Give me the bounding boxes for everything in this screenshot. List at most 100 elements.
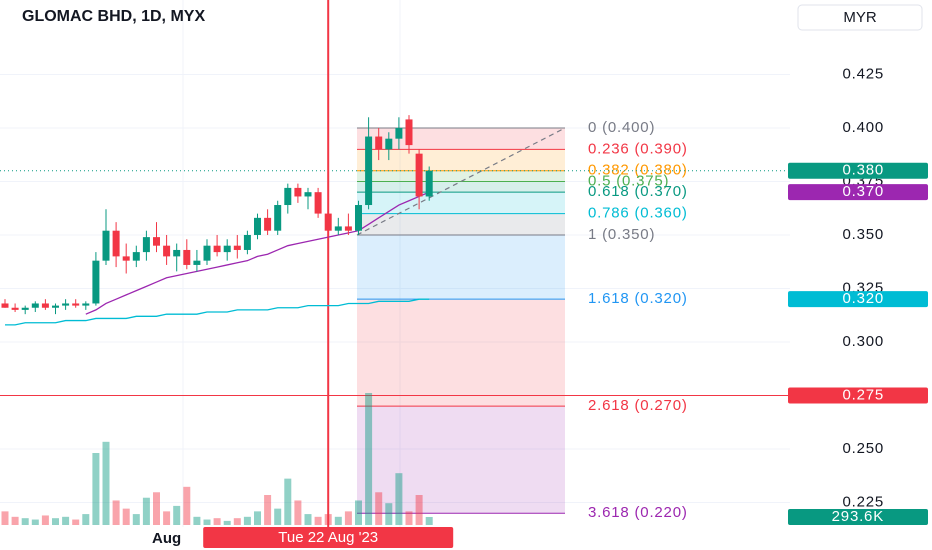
candle-body <box>365 136 373 206</box>
candle-body <box>324 213 332 231</box>
chart-title: GLOMAC BHD, 1D, MYX <box>22 8 205 25</box>
y-tick-label: 0.300 <box>842 333 884 350</box>
fib-label: 0 (0.400) <box>588 119 655 136</box>
price-tag <box>788 291 928 308</box>
price-axis <box>790 0 932 550</box>
moving-average <box>5 298 430 326</box>
volume-bar <box>142 497 150 525</box>
candle-body <box>385 138 393 150</box>
volume-bar <box>334 516 342 525</box>
candle-body <box>82 303 90 306</box>
candle-body <box>314 192 322 214</box>
volume-bar <box>284 478 292 525</box>
candle-body <box>243 234 251 250</box>
y-tick-label: 0.225 <box>842 493 884 510</box>
volume-bar <box>153 492 160 525</box>
volume-bar <box>122 508 130 525</box>
candle-body <box>92 260 100 304</box>
price-tag <box>788 184 928 201</box>
fib-band <box>357 213 565 235</box>
fib-label: 0.5 (0.375) <box>588 172 669 189</box>
volume-bar <box>304 514 312 525</box>
candle-body <box>344 226 352 231</box>
volume-bar <box>223 520 231 525</box>
volume-bar <box>1 511 9 525</box>
price-tag-label: 0.370 <box>842 183 884 200</box>
crosshair-tag <box>203 527 454 548</box>
volume-bar <box>355 500 362 525</box>
fib-label: 3.618 (0.220) <box>588 504 688 521</box>
volume-bar <box>41 515 49 525</box>
price-tag <box>788 387 928 404</box>
volume-bar <box>62 516 70 525</box>
volume-bar <box>163 511 171 525</box>
currency-button[interactable] <box>797 4 923 31</box>
volume-bar <box>11 516 19 525</box>
fib-band <box>357 192 565 214</box>
candle-body <box>11 307 19 310</box>
fib-band <box>357 149 565 171</box>
y-tick-label: 0.350 <box>842 226 884 243</box>
candle-body <box>425 170 433 197</box>
candle-body <box>405 119 413 146</box>
candle-body <box>21 307 29 310</box>
candle-body <box>132 252 140 261</box>
candle-body <box>274 205 282 231</box>
fib-label: 0.382 (0.380) <box>588 162 688 179</box>
candle-body <box>153 237 160 246</box>
candle-body <box>395 127 403 139</box>
volume-bar <box>375 492 383 525</box>
candle-body <box>294 187 302 197</box>
plot-area: 0 (0.400) 0.236 (0.390) 0.382 (0.380)0.5 (… <box>0 0 790 550</box>
volume-bar <box>52 518 59 525</box>
volume-bar <box>233 518 241 525</box>
candle-body <box>193 260 201 265</box>
price-tag-label: 0.320 <box>842 290 884 307</box>
volume-bar <box>132 514 140 525</box>
candle-body <box>41 303 49 308</box>
candle-body <box>1 303 9 308</box>
candle-body <box>72 303 80 306</box>
candle-body <box>142 237 150 253</box>
fib-band <box>357 234 565 300</box>
volume-bar <box>365 393 373 525</box>
candle-body <box>122 256 130 261</box>
volume-bar <box>102 441 110 525</box>
y-tick-label: 0.250 <box>842 440 884 457</box>
fib-label: 0.236 (0.390) <box>588 140 688 157</box>
x-tick-label: Aug <box>152 530 181 547</box>
volume-bar <box>254 511 261 525</box>
price-tag <box>788 162 928 179</box>
y-tick-label: 0.400 <box>842 119 884 136</box>
volume-bar <box>21 518 29 525</box>
candle-body <box>264 217 272 231</box>
volume-bar <box>264 495 272 525</box>
volume-bar <box>203 519 211 525</box>
fib-band <box>357 170 565 182</box>
price-tag-label: 0.380 <box>842 162 884 179</box>
volume-bar <box>274 508 282 525</box>
candle-body <box>62 303 70 306</box>
volume-bar <box>395 473 403 525</box>
fib-label: 0.786 (0.360) <box>588 205 688 222</box>
candle-body <box>102 230 110 261</box>
volume-tag-label: 293.6K <box>832 508 884 525</box>
candle-body <box>375 136 383 150</box>
volume-bar <box>82 514 90 525</box>
fib-label: 1.618 (0.320) <box>588 290 688 307</box>
price-tag-label: 0.275 <box>842 386 884 403</box>
candle-body <box>223 245 231 253</box>
fib-label: 1 (0.350) <box>588 226 655 243</box>
candle-body <box>173 249 181 257</box>
candle-body <box>254 217 261 235</box>
currency-label[interactable]: MYR <box>843 9 877 26</box>
trend-line <box>356 127 566 236</box>
fib-label: 0.618 (0.370) <box>588 183 688 200</box>
volume-bar <box>385 503 393 525</box>
candle-body <box>233 245 241 250</box>
volume-bar <box>344 511 352 525</box>
candle-body <box>334 226 342 231</box>
candle-body <box>355 205 362 231</box>
